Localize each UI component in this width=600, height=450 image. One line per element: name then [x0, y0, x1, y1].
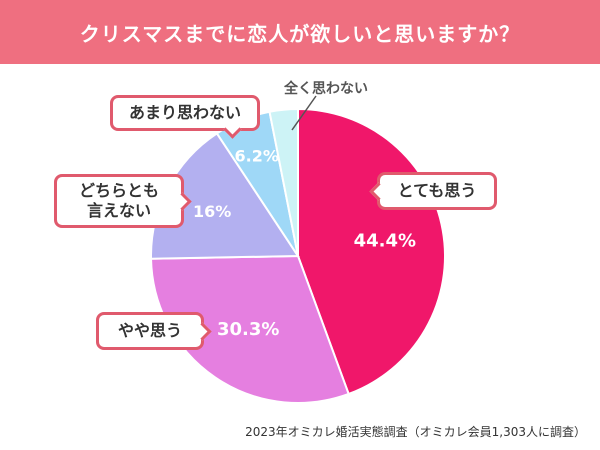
value-label-dochira: 16%	[193, 202, 231, 221]
header-bar: クリスマスまでに恋人が欲しいと思いますか？	[0, 0, 600, 64]
source-note: 2023年オミカレ婚活実態調査（オミカレ会員1,303人に調査）	[245, 425, 586, 439]
label-mattaku: 全く思わない	[284, 81, 368, 97]
label-dochira-line2: 言えない	[86, 201, 151, 220]
callout-yaya: やや思う	[96, 312, 204, 350]
slice-mattaku	[268, 107, 299, 257]
label-dochira-line1: どちらとも	[78, 181, 159, 200]
chart-title: クリスマスまでに恋人が欲しいと思いますか？	[79, 21, 521, 46]
label-totemo: とても思う	[397, 181, 477, 200]
callout-dochira: どちらとも 言えない	[54, 174, 184, 228]
slice-yaya	[150, 254, 350, 404]
callout-amari: あまり思わない	[110, 95, 260, 131]
label-amari: あまり思わない	[128, 103, 241, 122]
value-label-amari: 6.2%	[235, 146, 279, 165]
value-label-totemo: 44.4%	[354, 231, 416, 252]
label-yaya: やや思う	[117, 321, 182, 340]
value-label-yaya: 30.3%	[217, 319, 279, 340]
leader-line-mattaku	[291, 95, 317, 131]
callout-totemo: とても思う	[377, 172, 497, 210]
